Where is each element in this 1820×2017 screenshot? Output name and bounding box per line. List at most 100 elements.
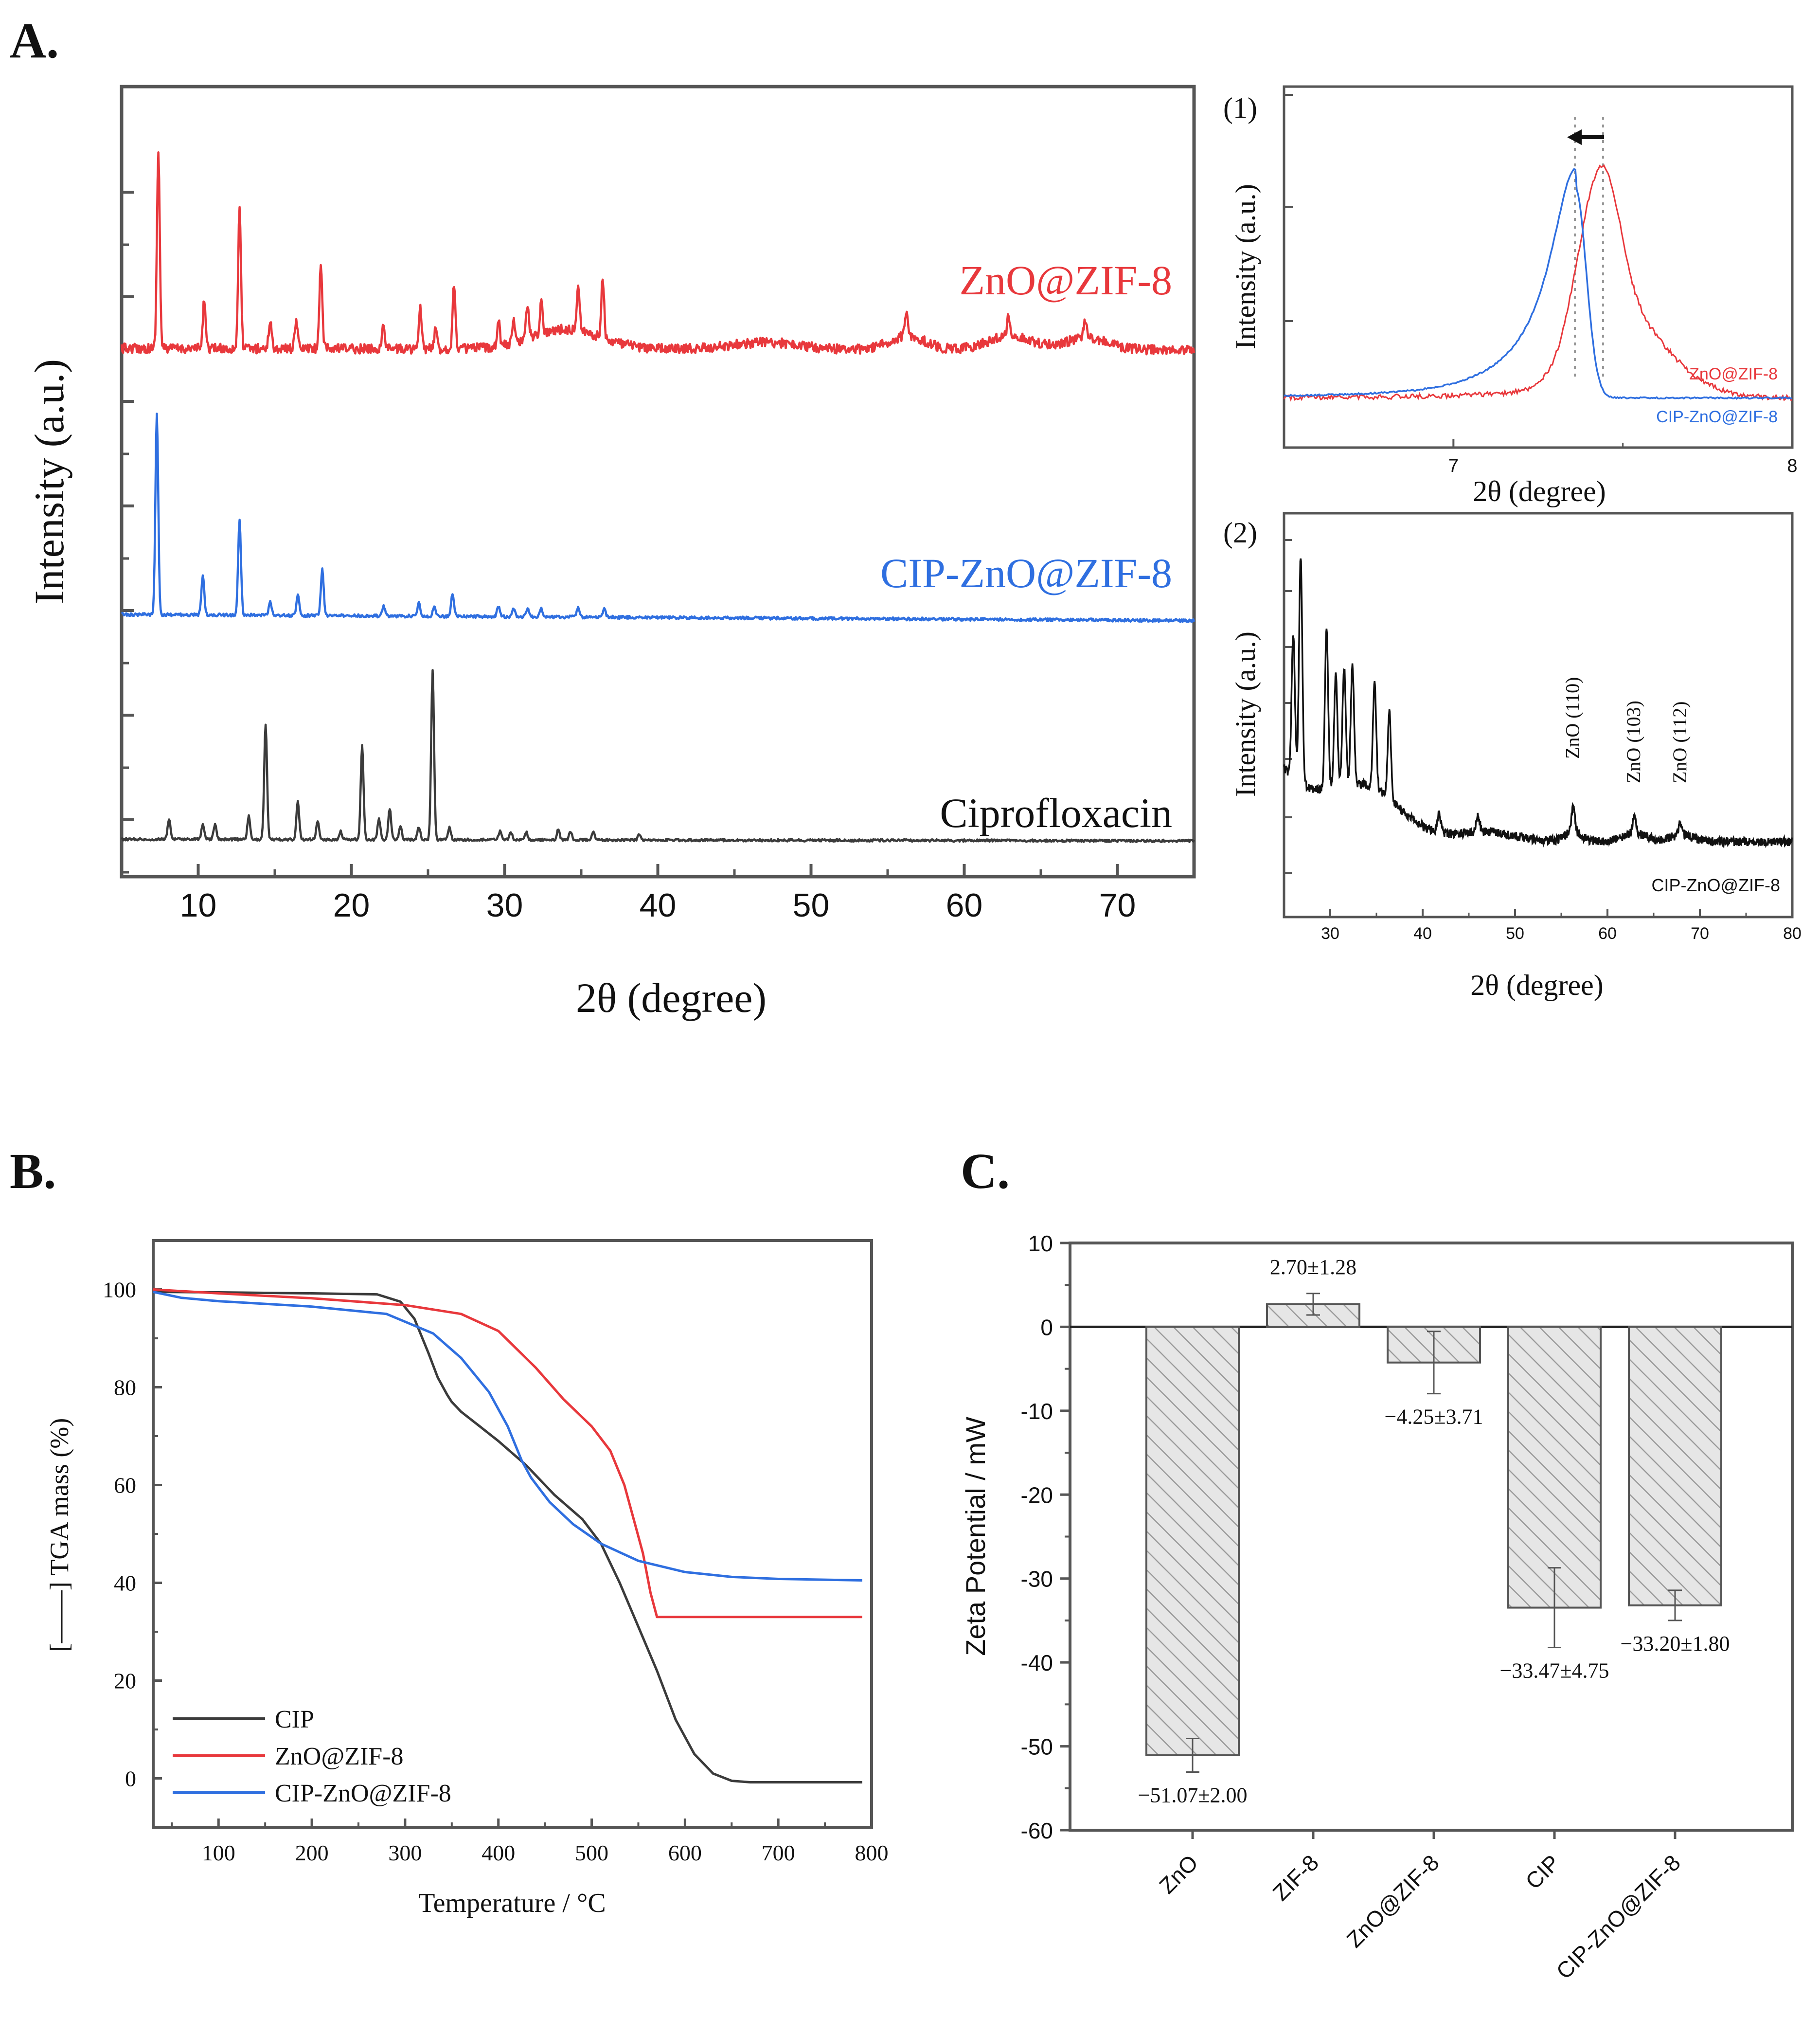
legend-ciprofloxacin: Ciprofloxacin [940,790,1172,836]
x-tick-label: 70 [1691,924,1709,943]
legend-zno-zif8: ZnO@ZIF-8 [960,257,1172,304]
x-tick-label: 80 [1783,924,1802,943]
x-tick-label: 70 [1099,887,1136,924]
zeta-value-label: −33.20±1.80 [1621,1632,1730,1656]
x-tick-label: 10 [180,887,217,924]
zeta-bar [1507,1326,1602,1609]
tga-line-zno-zif-8 [153,1288,862,1619]
zeta-bars: −51.07±2.00ZnO2.70±1.28ZIF-8−4.25±3.71Zn… [1138,1255,1730,1984]
x-tick-label: 100 [202,1840,235,1865]
xrd-line-ciprofloxacin [121,669,1195,843]
zeta-value-label: −33.47±4.75 [1500,1658,1609,1682]
xrd-main-ylabel: Intensity (a.u.) [26,359,72,604]
x-tick-label: 30 [486,887,523,924]
inset1-xlabel: 2θ (degree) [1473,475,1606,507]
y-tick-label: 40 [114,1571,136,1596]
x-tick-label: 600 [668,1840,702,1865]
panel-label-b: B. [10,1143,56,1199]
inset2-label: (2) [1223,517,1257,549]
tga-ylabel: [——] TGA mass (%) [45,1418,74,1652]
x-tick-label: 200 [295,1840,329,1865]
inset1-line-blue [1284,168,1793,400]
zeta-value-label: −4.25±3.71 [1385,1405,1483,1429]
tga-legend-cip-zno-zif8: CIP-ZnO@ZIF-8 [275,1780,451,1807]
y-tick-label: 20 [114,1669,136,1693]
x-tick-label: 50 [793,887,830,924]
xrd-line-zno-zif-8 [120,151,1195,356]
tga-xlabel: Temperature / °C [418,1888,606,1918]
inset2-annotation: ZnO (103) [1623,701,1644,783]
x-tick-label: 300 [388,1840,422,1865]
x-tick-label: 500 [575,1840,608,1865]
x-tick-label: 50 [1506,924,1524,943]
xrd-inset2-chart: (2) 30 40 50 60 70 80 ZnO (110) ZnO (103) ZnO (… [1223,512,1802,1001]
inset2-annotation: ZnO (112) [1669,702,1691,783]
y-tick-label: -50 [1021,1734,1053,1760]
x-tick-label: 40 [640,887,677,924]
x-tick-label: 60 [946,887,983,924]
tga-chart: 100 200 300 400 500 600 700 800 0 20 40 60 80 100 CIP… [45,1239,889,1918]
inset1-series [1283,164,1793,402]
inset1-legend-blue: CIP-ZnO@ZIF-8 [1656,408,1778,426]
tga-line-cip [153,1291,862,1783]
inset2-annotation: ZnO (110) [1562,677,1584,759]
xrd-main-xlabel: 2θ (degree) [576,974,767,1021]
inset2-frame [1283,512,1794,918]
y-tick-label: -60 [1021,1818,1053,1843]
y-tick-label: 100 [103,1278,136,1302]
xrd-main-chart: 10 20 30 40 50 60 70 ZnO@ZIF-8 CIP-ZnO@ZIF-8 C… [26,85,1196,1021]
y-tick-label: 60 [114,1473,136,1498]
xrd-main-series [120,151,1195,843]
x-tick-label: 400 [482,1840,515,1865]
x-tick-label: 8 [1787,456,1797,476]
inset1-label: (1) [1223,92,1257,124]
inset1-frame [1283,85,1794,449]
y-tick-label: -10 [1021,1399,1053,1424]
xrd-line-cip-zno-zif-8 [121,413,1195,623]
zeta-ylabel: Zeta Potential / mW [960,1417,991,1656]
inset2-ylabel: Intensity (a.u.) [1230,631,1261,797]
zeta-bar [1145,1326,1240,1757]
xrd-main-axis: 10 20 30 40 50 60 70 [120,191,1195,924]
x-tick-label: 20 [333,887,370,924]
x-tick-label: 30 [1321,924,1339,943]
x-tick-label: 60 [1598,924,1617,943]
inset2-legend: CIP-ZnO@ZIF-8 [1651,875,1780,895]
y-tick-label: -40 [1021,1650,1053,1675]
y-tick-label: 0 [1040,1315,1053,1340]
y-tick-label: 0 [125,1766,136,1791]
zeta-value-label: −51.07±2.00 [1138,1783,1248,1807]
zeta-chart: 10 0 -10 -20 -30 -40 -50 -60 −51.07±2.00ZnO2.70… [960,1231,1794,1984]
panel-label-c: C. [961,1143,1010,1199]
zeta-bar [1628,1326,1722,1606]
tga-legend: CIP ZnO@ZIF-8 CIP-ZnO@ZIF-8 [173,1706,451,1807]
inset1-legend-red: ZnO@ZIF-8 [1689,365,1778,383]
tga-series [153,1288,862,1783]
inset1-arrow-head [1567,129,1582,145]
x-tick-label: 40 [1413,924,1432,943]
tga-legend-zno-zif8: ZnO@ZIF-8 [275,1743,404,1770]
inset2-series [1283,558,1793,849]
y-tick-label: 80 [114,1375,136,1400]
y-tick-label: -20 [1021,1482,1053,1508]
inset2-xlabel: 2θ (degree) [1470,969,1604,1001]
inset2-line [1283,558,1793,849]
x-tick-label: 800 [855,1840,889,1865]
tga-line-cip-zno-zif-8 [153,1291,862,1582]
tga-axis: 100 200 300 400 500 600 700 800 0 20 40 60 80 100 [103,1240,889,1865]
x-tick-label: 700 [762,1840,795,1865]
legend-cip-zno-zif8: CIP-ZnO@ZIF-8 [880,550,1172,596]
x-tick-label: 7 [1448,456,1459,476]
y-tick-label: 10 [1028,1231,1053,1256]
panel-label-a: A. [10,13,59,69]
inset1-ylabel: Intensity (a.u.) [1230,184,1261,349]
inset1-line-red [1283,164,1793,402]
zeta-value-label: 2.70±1.28 [1270,1255,1356,1279]
inset2-annotations: ZnO (110) ZnO (103) ZnO (112) [1562,677,1691,783]
y-tick-label: -30 [1021,1567,1053,1592]
tga-legend-cip: CIP [275,1706,314,1733]
